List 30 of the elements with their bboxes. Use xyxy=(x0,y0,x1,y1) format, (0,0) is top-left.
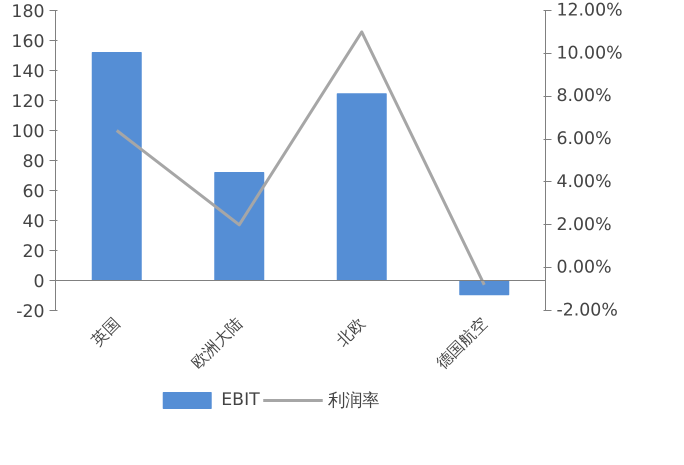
bar xyxy=(336,93,387,281)
y-tick-label: 20 xyxy=(22,242,45,262)
y-tick-label: 180 xyxy=(11,2,45,22)
x-tick-label: 英国 xyxy=(87,314,124,350)
y-tick-label: 80 xyxy=(22,152,45,172)
y-tick-label: 140 xyxy=(11,62,45,82)
bar xyxy=(214,172,264,281)
y2-tick-label: 6.00% xyxy=(556,129,612,150)
y-tick-label: -20 xyxy=(16,302,45,322)
y2-tick-label: 0.00% xyxy=(556,258,612,278)
y2-tick-label: 12.00% xyxy=(556,0,623,20)
y-tick-label: 160 xyxy=(11,32,45,52)
y-tick-label: 0 xyxy=(33,272,45,292)
x-tick-label: 北欧 xyxy=(332,314,368,350)
bar xyxy=(92,52,142,281)
legend-label: EBIT xyxy=(221,390,260,410)
y2-tick-label: -2.00% xyxy=(556,300,618,320)
legend-label: 利润率 xyxy=(328,390,379,412)
y2-tick-label: 8.00% xyxy=(556,86,612,106)
y2-tick-label: 10.00% xyxy=(556,43,623,64)
line-series xyxy=(115,30,486,286)
x-tick-label: 德国航空 xyxy=(432,314,491,372)
y2-tick-label: 4.00% xyxy=(556,172,612,192)
y-tick-label: 40 xyxy=(22,212,45,232)
bar xyxy=(459,280,510,296)
y2-tick-label: 2.00% xyxy=(556,214,612,235)
x-tick-label: 欧洲大陆 xyxy=(187,314,246,372)
y-tick-label: 120 xyxy=(11,92,45,112)
y-tick-label: 60 xyxy=(22,182,45,202)
y-tick-label: 100 xyxy=(11,122,45,142)
